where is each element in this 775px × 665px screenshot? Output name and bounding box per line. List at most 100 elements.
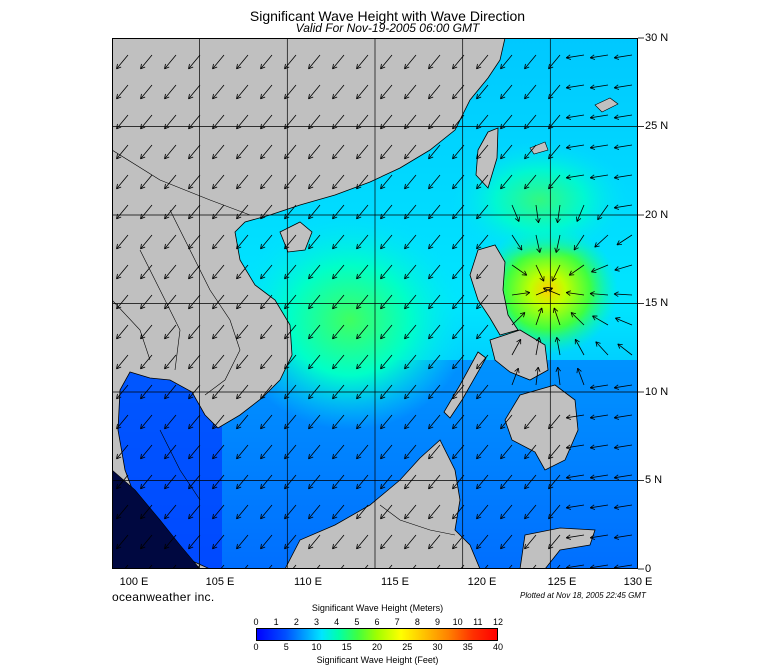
wave-arrow-head bbox=[260, 63, 262, 69]
wave-arrow-head bbox=[428, 276, 434, 280]
wave-arrow-head bbox=[356, 96, 362, 100]
wave-arrow-head bbox=[236, 156, 242, 160]
wave-arrow bbox=[484, 564, 489, 569]
wave-arrow-head bbox=[380, 366, 386, 370]
wave-arrow-head bbox=[356, 396, 362, 400]
wave-arrow-head bbox=[357, 574, 358, 579]
wave-arrow-head bbox=[614, 117, 620, 120]
wave-arrow-head bbox=[356, 276, 362, 280]
wave-arrow bbox=[597, 204, 609, 220]
wave-arrow-head bbox=[164, 423, 166, 429]
wave-arrow-head bbox=[548, 546, 554, 550]
wave-arrow-head bbox=[595, 341, 601, 344]
wave-arrow-head bbox=[539, 277, 545, 282]
wave-arrow-head bbox=[188, 393, 190, 399]
wave-arrow bbox=[380, 324, 393, 340]
wave-arrow-head bbox=[284, 486, 290, 490]
wave-arrow-head bbox=[332, 153, 334, 159]
wave-arrow-head bbox=[356, 426, 362, 430]
wave-arrow-head bbox=[428, 483, 430, 489]
wave-arrow-head bbox=[332, 546, 338, 550]
wave-arrow-head bbox=[236, 336, 242, 340]
wave-arrow-head bbox=[476, 156, 482, 160]
wave-arrow-head bbox=[357, 577, 362, 579]
wave-arrow-head bbox=[615, 317, 619, 323]
wave-arrow bbox=[260, 414, 273, 430]
wave-arrow bbox=[570, 312, 585, 326]
wave-arrow bbox=[428, 534, 441, 550]
wave-arrow-head bbox=[535, 218, 539, 224]
wave-arrow-head bbox=[308, 246, 314, 250]
brand-logo-text: oceanweather inc. bbox=[112, 590, 215, 604]
wave-arrow-head bbox=[573, 247, 579, 251]
wave-arrow-head bbox=[236, 456, 242, 460]
wave-arrow-head bbox=[524, 516, 530, 520]
wave-arrow bbox=[260, 264, 273, 280]
wave-arrow-head bbox=[428, 93, 430, 99]
wave-arrow bbox=[380, 444, 393, 460]
wave-arrow bbox=[614, 504, 633, 509]
wave-arrow-head bbox=[284, 333, 286, 339]
color-scale-bar bbox=[256, 628, 498, 641]
wave-arrow bbox=[188, 534, 201, 550]
wave-arrow-head bbox=[553, 307, 559, 312]
wave-arrow-head bbox=[212, 486, 218, 490]
wave-arrow-head bbox=[212, 183, 214, 189]
wave-arrow-head bbox=[380, 336, 386, 340]
wave-arrow-head bbox=[236, 96, 242, 100]
wave-arrow-head bbox=[548, 486, 554, 490]
wave-arrow-head bbox=[260, 393, 262, 399]
wave-arrow-head bbox=[308, 543, 310, 549]
lat-label-15n: 15 N bbox=[645, 297, 669, 309]
wave-arrow-head bbox=[308, 363, 310, 369]
wave-arrow-head bbox=[260, 336, 266, 340]
wave-arrow-head bbox=[332, 96, 338, 100]
wave-arrow bbox=[140, 264, 153, 280]
wave-arrow-head bbox=[284, 363, 286, 369]
wave-arrow-head bbox=[284, 63, 286, 69]
wave-arrow-head bbox=[613, 291, 619, 295]
wave-arrow-head bbox=[332, 156, 338, 160]
wave-arrow bbox=[476, 144, 489, 160]
wave-arrow-head bbox=[308, 126, 314, 130]
wave-arrow-head bbox=[356, 516, 362, 520]
wave-arrow-head bbox=[212, 456, 218, 460]
wave-arrow-head bbox=[140, 273, 142, 279]
wave-arrow-head bbox=[236, 66, 242, 70]
wave-arrow-head bbox=[260, 126, 266, 130]
wave-arrow bbox=[452, 354, 465, 370]
wave-arrow bbox=[308, 414, 321, 430]
wave-arrow bbox=[236, 504, 249, 520]
wave-arrow-head bbox=[116, 276, 122, 280]
wave-arrow-head bbox=[524, 93, 526, 99]
wave-arrow-head bbox=[140, 156, 146, 160]
wave-arrow-head bbox=[188, 306, 194, 310]
wave-arrow-head bbox=[116, 366, 122, 370]
wave-arrow bbox=[404, 264, 417, 280]
wave-arrow bbox=[188, 174, 201, 190]
wave-arrow-head bbox=[590, 57, 596, 60]
wave-arrow bbox=[388, 564, 393, 569]
wave-arrow bbox=[236, 234, 249, 250]
wave-arrow-head bbox=[140, 303, 142, 309]
wave-arrow-head bbox=[452, 483, 454, 489]
wave-arrow-head bbox=[164, 543, 166, 549]
wave-arrow bbox=[356, 354, 369, 370]
wave-arrow-head bbox=[590, 117, 596, 120]
wave-arrow bbox=[452, 414, 465, 430]
legend-meters-tick: 6 bbox=[374, 617, 380, 627]
wave-arrow-head bbox=[188, 93, 190, 99]
wave-arrow-head bbox=[164, 336, 170, 340]
wave-arrow bbox=[476, 384, 489, 400]
wave-arrow-head bbox=[589, 414, 595, 419]
wave-arrow-head bbox=[591, 267, 595, 273]
wave-arrow-head bbox=[476, 243, 478, 249]
wave-arrow-head bbox=[589, 564, 595, 569]
wave-arrow-head bbox=[404, 126, 410, 130]
wave-arrow-head bbox=[116, 183, 118, 189]
wave-arrow-head bbox=[452, 363, 454, 369]
wave-arrow bbox=[140, 354, 153, 370]
wave-arrow bbox=[614, 444, 633, 449]
wave-arrow bbox=[308, 294, 321, 310]
wave-arrow-head bbox=[236, 426, 242, 430]
